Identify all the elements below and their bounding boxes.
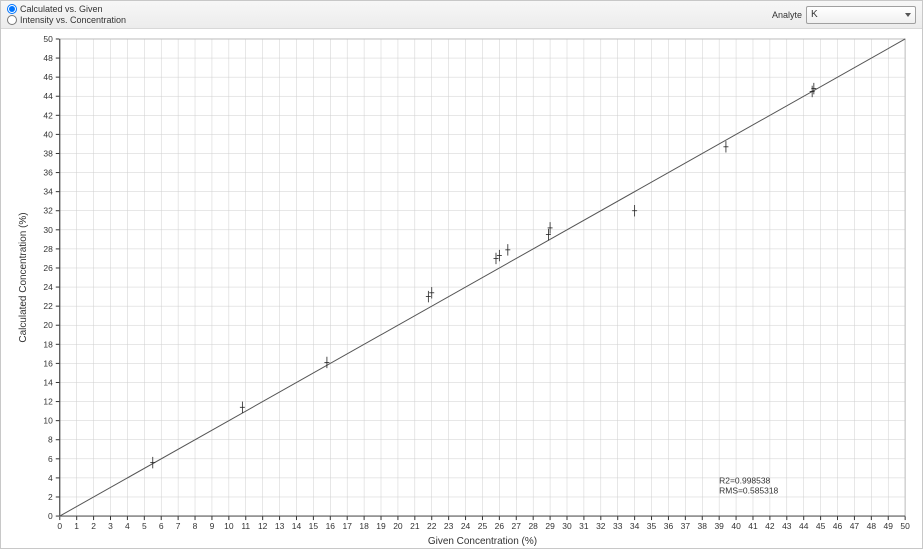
- svg-text:2: 2: [91, 521, 96, 531]
- radio-intensity-vs-concentration[interactable]: Intensity vs. Concentration: [7, 15, 126, 26]
- svg-text:33: 33: [613, 521, 623, 531]
- chart-container: 0123456789101112131415161718192021222324…: [1, 29, 922, 548]
- svg-text:44: 44: [43, 91, 53, 101]
- svg-text:18: 18: [43, 339, 53, 349]
- svg-text:17: 17: [342, 521, 352, 531]
- svg-text:1: 1: [74, 521, 79, 531]
- svg-text:38: 38: [698, 521, 708, 531]
- svg-text:24: 24: [43, 282, 53, 292]
- svg-text:26: 26: [495, 521, 505, 531]
- svg-text:3: 3: [108, 521, 113, 531]
- svg-text:16: 16: [43, 358, 53, 368]
- svg-text:22: 22: [43, 301, 53, 311]
- svg-text:32: 32: [43, 206, 53, 216]
- svg-text:20: 20: [393, 521, 403, 531]
- svg-text:28: 28: [43, 244, 53, 254]
- svg-text:38: 38: [43, 148, 53, 158]
- svg-text:27: 27: [512, 521, 522, 531]
- svg-text:46: 46: [833, 521, 843, 531]
- svg-text:35: 35: [647, 521, 657, 531]
- analyte-select[interactable]: K: [806, 6, 916, 24]
- svg-text:20: 20: [43, 320, 53, 330]
- svg-text:18: 18: [359, 521, 369, 531]
- r2-text: R2=0.998538: [719, 476, 770, 486]
- svg-text:12: 12: [258, 521, 268, 531]
- plot-mode-radio-group: Calculated vs. Given Intensity vs. Conce…: [7, 4, 126, 26]
- svg-text:19: 19: [376, 521, 386, 531]
- svg-text:42: 42: [43, 110, 53, 120]
- analyte-selected-value: K: [811, 9, 818, 20]
- svg-text:30: 30: [43, 225, 53, 235]
- svg-text:47: 47: [850, 521, 860, 531]
- svg-text:36: 36: [43, 168, 53, 178]
- analyte-selector-block: Analyte K: [772, 6, 916, 24]
- app-window: Calculated vs. Given Intensity vs. Conce…: [0, 0, 923, 549]
- svg-text:37: 37: [681, 521, 691, 531]
- svg-text:50: 50: [900, 521, 910, 531]
- svg-text:39: 39: [714, 521, 724, 531]
- svg-text:29: 29: [545, 521, 555, 531]
- x-axis-label: Given Concentration (%): [428, 536, 537, 547]
- svg-text:9: 9: [210, 521, 215, 531]
- svg-text:15: 15: [309, 521, 319, 531]
- svg-text:2: 2: [48, 492, 53, 502]
- svg-text:40: 40: [731, 521, 741, 531]
- radio-intensity-vs-concentration-input[interactable]: [7, 15, 17, 25]
- svg-text:14: 14: [292, 521, 302, 531]
- radio-calculated-vs-given-label: Calculated vs. Given: [20, 4, 103, 15]
- svg-text:0: 0: [48, 511, 53, 521]
- svg-text:44: 44: [799, 521, 809, 531]
- svg-text:36: 36: [664, 521, 674, 531]
- toolbar: Calculated vs. Given Intensity vs. Conce…: [1, 1, 922, 29]
- svg-text:28: 28: [528, 521, 538, 531]
- svg-text:32: 32: [596, 521, 606, 531]
- svg-text:10: 10: [43, 416, 53, 426]
- svg-text:40: 40: [43, 129, 53, 139]
- chevron-down-icon: [905, 13, 911, 17]
- svg-text:46: 46: [43, 72, 53, 82]
- svg-text:0: 0: [57, 521, 62, 531]
- svg-text:8: 8: [193, 521, 198, 531]
- svg-text:4: 4: [48, 473, 53, 483]
- svg-text:23: 23: [444, 521, 454, 531]
- svg-text:5: 5: [142, 521, 147, 531]
- svg-text:41: 41: [748, 521, 758, 531]
- svg-text:25: 25: [478, 521, 488, 531]
- svg-text:6: 6: [48, 454, 53, 464]
- svg-text:48: 48: [867, 521, 877, 531]
- svg-text:10: 10: [224, 521, 234, 531]
- radio-calculated-vs-given[interactable]: Calculated vs. Given: [7, 4, 126, 15]
- svg-text:43: 43: [782, 521, 792, 531]
- svg-text:22: 22: [427, 521, 437, 531]
- svg-text:50: 50: [43, 34, 53, 44]
- svg-text:4: 4: [125, 521, 130, 531]
- svg-text:45: 45: [816, 521, 826, 531]
- radio-intensity-vs-concentration-label: Intensity vs. Concentration: [20, 15, 126, 26]
- svg-text:30: 30: [562, 521, 572, 531]
- svg-text:13: 13: [275, 521, 285, 531]
- svg-text:8: 8: [48, 435, 53, 445]
- radio-calculated-vs-given-input[interactable]: [7, 4, 17, 14]
- svg-text:34: 34: [43, 187, 53, 197]
- svg-text:7: 7: [176, 521, 181, 531]
- svg-text:48: 48: [43, 53, 53, 63]
- svg-text:31: 31: [579, 521, 589, 531]
- svg-text:12: 12: [43, 397, 53, 407]
- svg-text:14: 14: [43, 377, 53, 387]
- analyte-label: Analyte: [772, 10, 802, 20]
- svg-text:42: 42: [765, 521, 775, 531]
- svg-text:21: 21: [410, 521, 420, 531]
- svg-text:49: 49: [884, 521, 894, 531]
- svg-text:34: 34: [630, 521, 640, 531]
- svg-text:26: 26: [43, 263, 53, 273]
- svg-text:24: 24: [461, 521, 471, 531]
- rms-text: RMS=0.585318: [719, 486, 778, 496]
- svg-text:11: 11: [241, 521, 250, 531]
- calibration-chart: 0123456789101112131415161718192021222324…: [1, 29, 922, 548]
- svg-text:6: 6: [159, 521, 164, 531]
- svg-text:16: 16: [326, 521, 336, 531]
- y-axis-label: Calculated Concentration (%): [18, 212, 29, 342]
